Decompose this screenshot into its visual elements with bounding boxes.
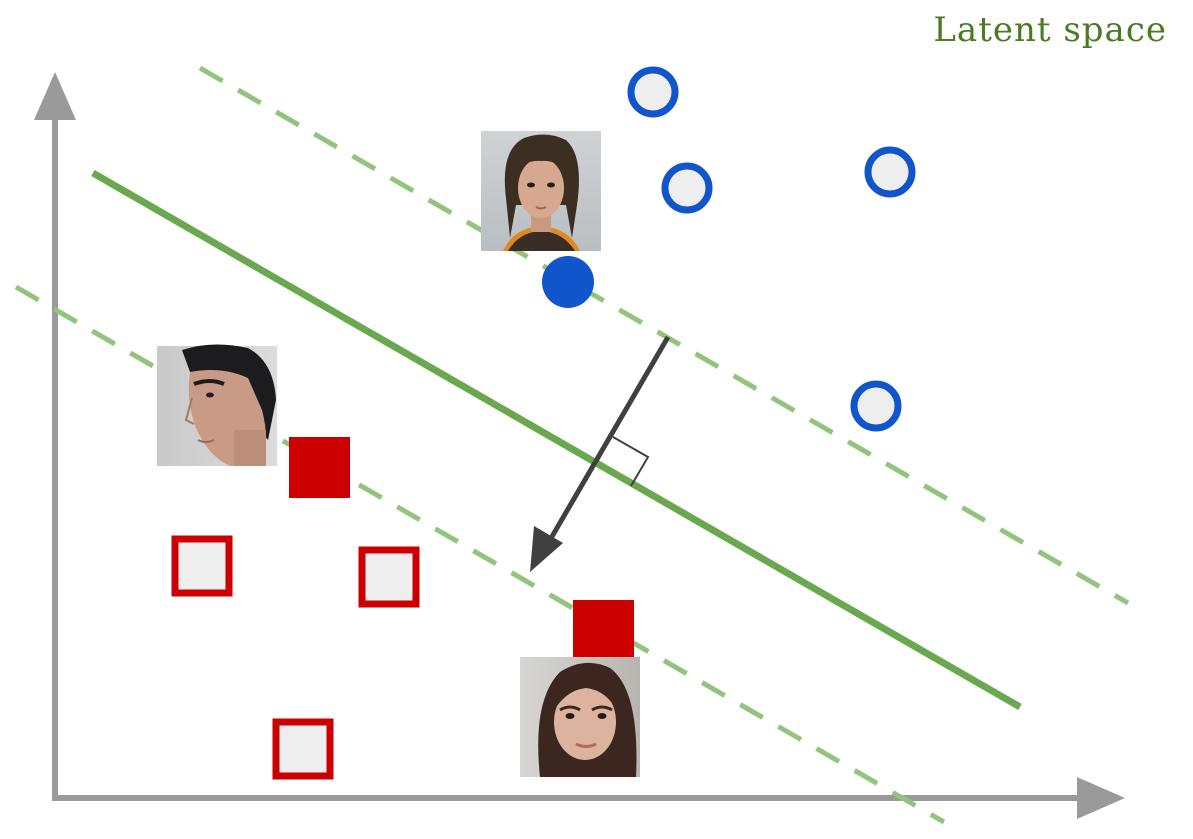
normal-vector-shaft <box>547 335 671 542</box>
face-photo-dark-hair-man-icon <box>157 344 277 466</box>
negative-support-vector <box>573 600 634 661</box>
negative-support-vector <box>289 437 350 498</box>
positive-point-hollow <box>627 66 679 118</box>
positive-point-hollow <box>661 162 713 214</box>
right-angle-marker <box>612 436 650 487</box>
axes <box>34 72 1125 819</box>
positive-support-vector <box>542 256 594 308</box>
lower-margin-line <box>14 284 946 825</box>
negative-class-points <box>171 437 634 780</box>
diagram-title: Latent space <box>933 10 1167 50</box>
face-photo-girl-icon <box>520 657 640 777</box>
negative-point-hollow <box>171 535 233 597</box>
normal-vector-arrowhead <box>530 526 563 572</box>
negative-point-hollow <box>358 546 420 608</box>
positive-class-points <box>542 66 916 432</box>
decision-boundary <box>91 169 1022 711</box>
upper-margin-line <box>198 65 1130 606</box>
negative-point-hollow <box>272 718 334 780</box>
positive-point-hollow <box>864 146 916 198</box>
positive-point-hollow <box>850 380 902 432</box>
normal-vector-arrow <box>530 335 671 572</box>
x-axis-arrowhead <box>1077 777 1125 819</box>
y-axis-arrowhead <box>34 72 76 120</box>
face-photo-long-hair-man-icon <box>481 131 601 251</box>
